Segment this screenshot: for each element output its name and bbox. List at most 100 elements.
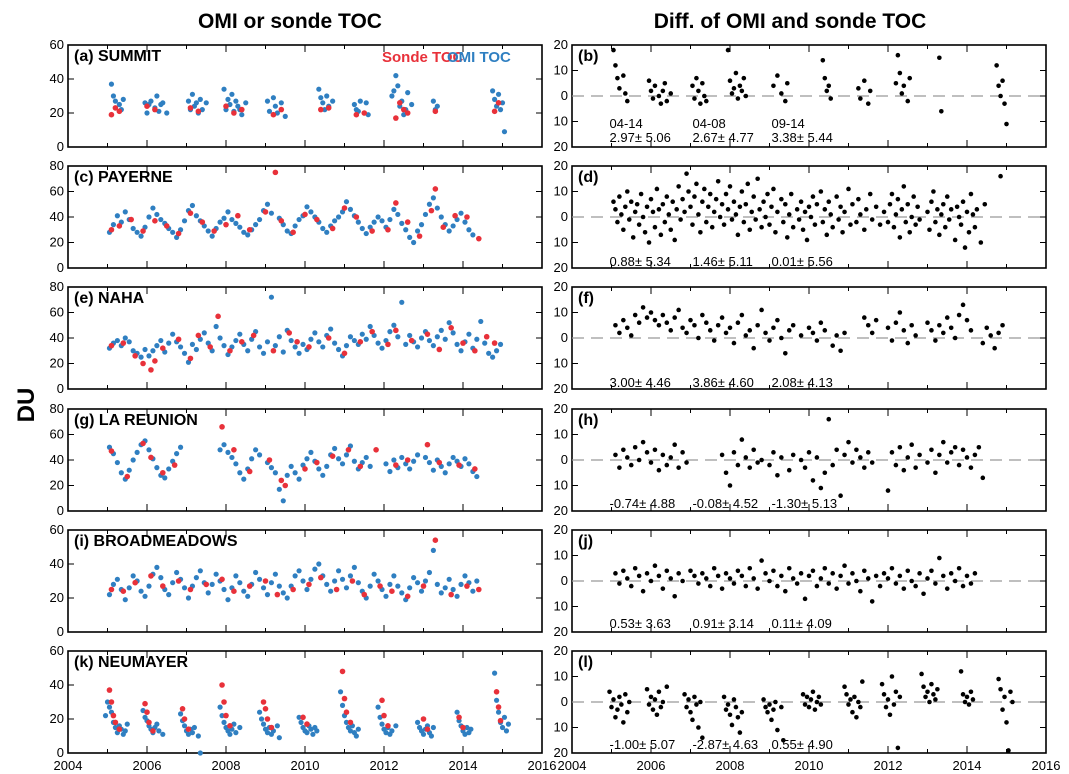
omi-toc-point — [446, 576, 452, 582]
difference-point — [968, 328, 974, 333]
difference-point — [751, 345, 756, 351]
difference-point — [978, 240, 984, 245]
omi-toc-point — [320, 472, 326, 478]
difference-point — [814, 201, 820, 207]
omi-toc-point — [272, 343, 278, 349]
omi-toc-point — [486, 350, 492, 356]
difference-point — [921, 591, 926, 597]
difference-point — [613, 63, 618, 68]
omi-toc-point — [122, 597, 128, 603]
difference-point — [858, 455, 863, 460]
difference-point — [692, 96, 697, 101]
y-tick-label: 0 — [561, 694, 568, 709]
omi-toc-point — [114, 576, 120, 582]
difference-point — [617, 86, 622, 91]
omi-toc-point — [245, 593, 251, 599]
omi-toc-point — [379, 721, 385, 727]
difference-point — [745, 181, 751, 187]
omi-toc-point — [454, 709, 460, 715]
difference-point — [775, 317, 780, 323]
y-tick-label: 40 — [50, 556, 64, 571]
sonde-toc-point — [260, 699, 267, 705]
difference-point — [806, 450, 812, 455]
statistics-annotation: 3.00± 4.46 — [610, 375, 671, 390]
difference-point — [830, 224, 835, 230]
difference-point — [702, 93, 707, 99]
difference-point — [1000, 707, 1005, 712]
difference-point — [929, 447, 934, 453]
difference-point — [723, 330, 729, 336]
difference-point — [619, 702, 624, 707]
difference-point — [899, 207, 905, 212]
difference-point — [937, 452, 942, 458]
omi-toc-point — [144, 110, 150, 116]
sonde-toc-point — [345, 447, 352, 453]
sonde-toc-point — [393, 327, 399, 334]
difference-point — [763, 214, 768, 220]
difference-point — [830, 462, 835, 468]
sonde-toc-point — [300, 714, 306, 721]
difference-point — [723, 571, 729, 576]
omi-toc-point — [270, 95, 276, 101]
difference-point — [625, 189, 630, 194]
omi-toc-point — [253, 222, 259, 228]
difference-point — [865, 101, 871, 106]
omi-toc-point — [458, 210, 464, 216]
sonde-toc-point — [385, 341, 391, 348]
difference-point — [656, 689, 662, 695]
difference-point — [887, 712, 893, 718]
difference-point — [956, 312, 962, 318]
omi-toc-point — [430, 343, 436, 349]
difference-point — [960, 302, 966, 308]
difference-point — [822, 207, 828, 212]
omi-toc-point — [177, 344, 184, 350]
difference-point — [725, 47, 731, 53]
sonde-toc-point — [246, 583, 253, 589]
difference-point — [617, 465, 622, 470]
difference-point — [640, 305, 646, 310]
omi-toc-point — [442, 470, 448, 476]
panel: 20 10 0 10 20 (h) -0.74± 4.88 -0.08± 4.52 -1.30±… — [554, 401, 1047, 518]
omi-toc-point — [501, 129, 508, 135]
difference-point — [713, 196, 719, 202]
sonde-toc-point — [472, 466, 478, 472]
omi-toc-point — [351, 564, 357, 571]
sonde-toc-point — [420, 583, 427, 589]
difference-point — [696, 212, 701, 217]
difference-point — [662, 219, 668, 225]
difference-point — [960, 692, 966, 697]
difference-point — [731, 199, 737, 204]
difference-point — [767, 222, 772, 227]
difference-point — [889, 450, 895, 455]
omi-toc-point — [351, 101, 357, 108]
difference-point — [842, 209, 847, 215]
difference-point — [905, 201, 911, 207]
omi-toc-point — [503, 728, 510, 734]
sonde-toc-point — [239, 106, 245, 113]
difference-point — [775, 727, 780, 733]
difference-point — [925, 689, 930, 695]
difference-point — [751, 447, 756, 453]
difference-point — [715, 179, 721, 184]
difference-point — [783, 588, 788, 594]
difference-point — [672, 442, 677, 448]
omi-toc-point — [280, 590, 286, 596]
sonde-toc-point — [120, 340, 127, 346]
difference-point — [698, 230, 703, 235]
omi-toc-point — [405, 90, 411, 96]
difference-point — [865, 322, 871, 328]
omi-toc-point — [304, 730, 310, 736]
omi-toc-point — [219, 713, 225, 719]
y-tick-label: 20 — [554, 279, 568, 294]
omi-toc-point — [292, 470, 298, 476]
difference-point — [668, 91, 674, 96]
difference-point — [818, 702, 824, 707]
difference-point — [960, 199, 966, 204]
difference-point — [783, 201, 788, 207]
difference-point — [731, 340, 737, 346]
omi-toc-point — [154, 211, 160, 218]
panel: 0 20 40 60 80 (g) LA REUNION — [50, 401, 543, 518]
difference-point — [630, 235, 636, 240]
